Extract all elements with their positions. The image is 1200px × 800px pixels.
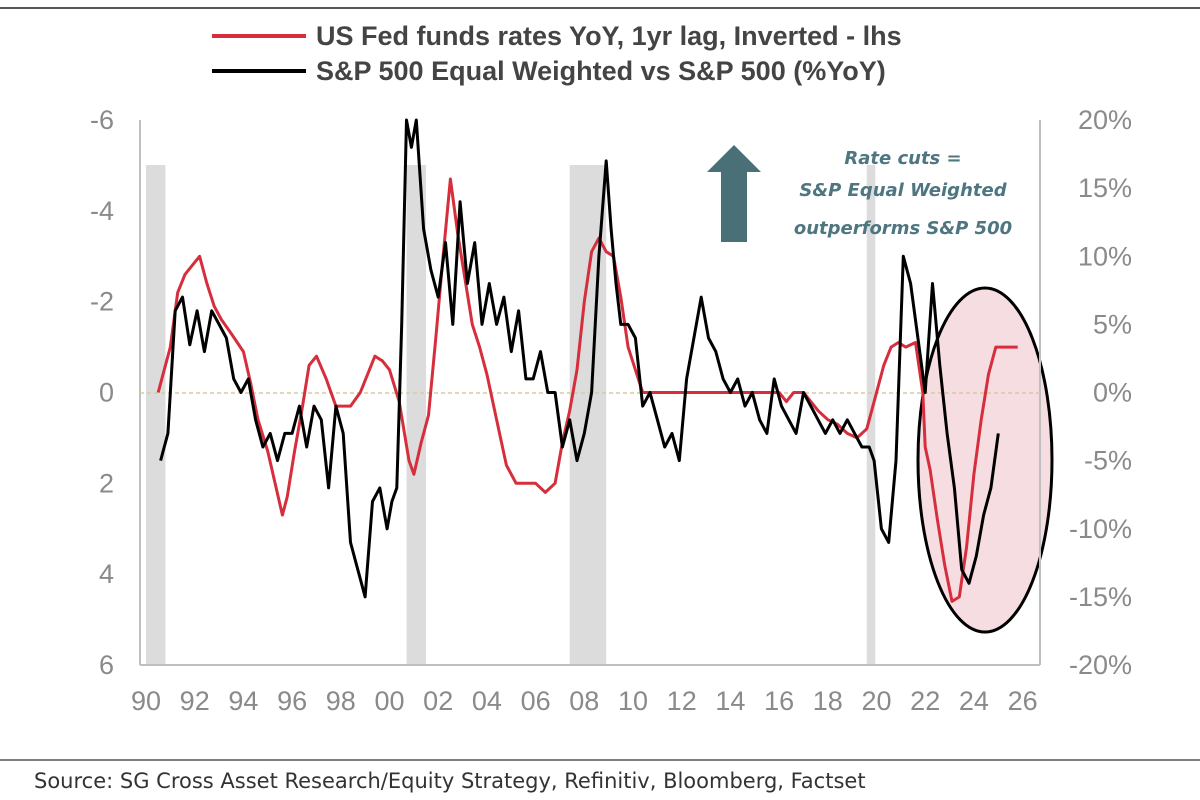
y-left-tick-label: 6 bbox=[99, 650, 114, 680]
x-tick-label: 00 bbox=[374, 686, 404, 716]
y-left-tick-label: 2 bbox=[99, 468, 114, 498]
x-tick-label: 94 bbox=[228, 686, 258, 716]
x-tick-label: 18 bbox=[813, 686, 843, 716]
source-note: Source: SG Cross Asset Research/Equity S… bbox=[34, 769, 866, 793]
x-tick-label: 26 bbox=[1008, 686, 1038, 716]
y-left-tick-label: 4 bbox=[99, 559, 114, 589]
y-left-tick-label: -2 bbox=[90, 287, 114, 317]
y-right-tick-label: 10% bbox=[1078, 241, 1132, 271]
series-line-sp-equal-weight bbox=[159, 118, 1000, 599]
x-tick-label: 98 bbox=[326, 686, 356, 716]
x-tick-label: 22 bbox=[910, 686, 940, 716]
y-left-tick-label: -6 bbox=[90, 105, 114, 135]
up-arrow-icon bbox=[707, 145, 761, 242]
x-tick-label: 16 bbox=[764, 686, 794, 716]
legend-label-sp: S&P 500 Equal Weighted vs S&P 500 (%YoY) bbox=[316, 56, 886, 86]
y-ticks-left: -6 -4 -2 0 2 4 6 bbox=[90, 105, 114, 680]
x-tick-label: 20 bbox=[861, 686, 891, 716]
x-tick-label: 92 bbox=[180, 686, 210, 716]
annotation-line-2: S&P Equal Weighted bbox=[799, 180, 1007, 201]
series-line-fed-funds bbox=[156, 177, 1018, 603]
y-right-tick-label: -10% bbox=[1069, 514, 1132, 544]
y-right-tick-label: 0% bbox=[1093, 378, 1132, 408]
annotation-line-3: outperforms S&P 500 bbox=[794, 218, 1012, 239]
x-tick-label: 96 bbox=[277, 686, 307, 716]
x-tick-label: 04 bbox=[472, 686, 502, 716]
y-right-tick-label: -5% bbox=[1084, 446, 1132, 476]
x-tick-label: 06 bbox=[521, 686, 551, 716]
y-right-tick-label: 20% bbox=[1078, 105, 1132, 135]
recession-band-1 bbox=[406, 165, 427, 665]
legend-label-fed: US Fed funds rates YoY, 1yr lag, Inverte… bbox=[316, 21, 902, 51]
y-right-tick-label: 5% bbox=[1093, 309, 1132, 339]
x-tick-label: 02 bbox=[423, 686, 453, 716]
y-ticks-right: 20% 15% 10% 5% 0% -5% -10% -15% -20% bbox=[1069, 105, 1132, 680]
y-left-tick-label: 0 bbox=[99, 378, 114, 408]
x-tick-label: 10 bbox=[618, 686, 648, 716]
y-left-tick-label: -4 bbox=[90, 196, 114, 226]
annotation-line-1: Rate cuts = bbox=[844, 148, 961, 169]
x-tick-label: 12 bbox=[667, 686, 697, 716]
legend: US Fed funds rates YoY, 1yr lag, Inverte… bbox=[212, 21, 902, 86]
series bbox=[156, 118, 1018, 603]
y-right-tick-label: 15% bbox=[1078, 173, 1132, 203]
y-right-tick-label: -20% bbox=[1069, 650, 1132, 680]
highlight-ellipse bbox=[916, 286, 1054, 634]
highlight bbox=[916, 286, 1054, 634]
y-right-tick-label: -15% bbox=[1069, 582, 1132, 612]
x-tick-label: 08 bbox=[569, 686, 599, 716]
recession-band-0 bbox=[146, 165, 166, 665]
x-tick-label: 14 bbox=[715, 686, 745, 716]
x-tick-label: 90 bbox=[131, 686, 161, 716]
x-tick-label: 24 bbox=[959, 686, 989, 716]
x-ticks: 90 92 94 96 98 00 02 04 06 08 10 12 14 16 18 20 22 24 26 bbox=[131, 686, 1038, 716]
